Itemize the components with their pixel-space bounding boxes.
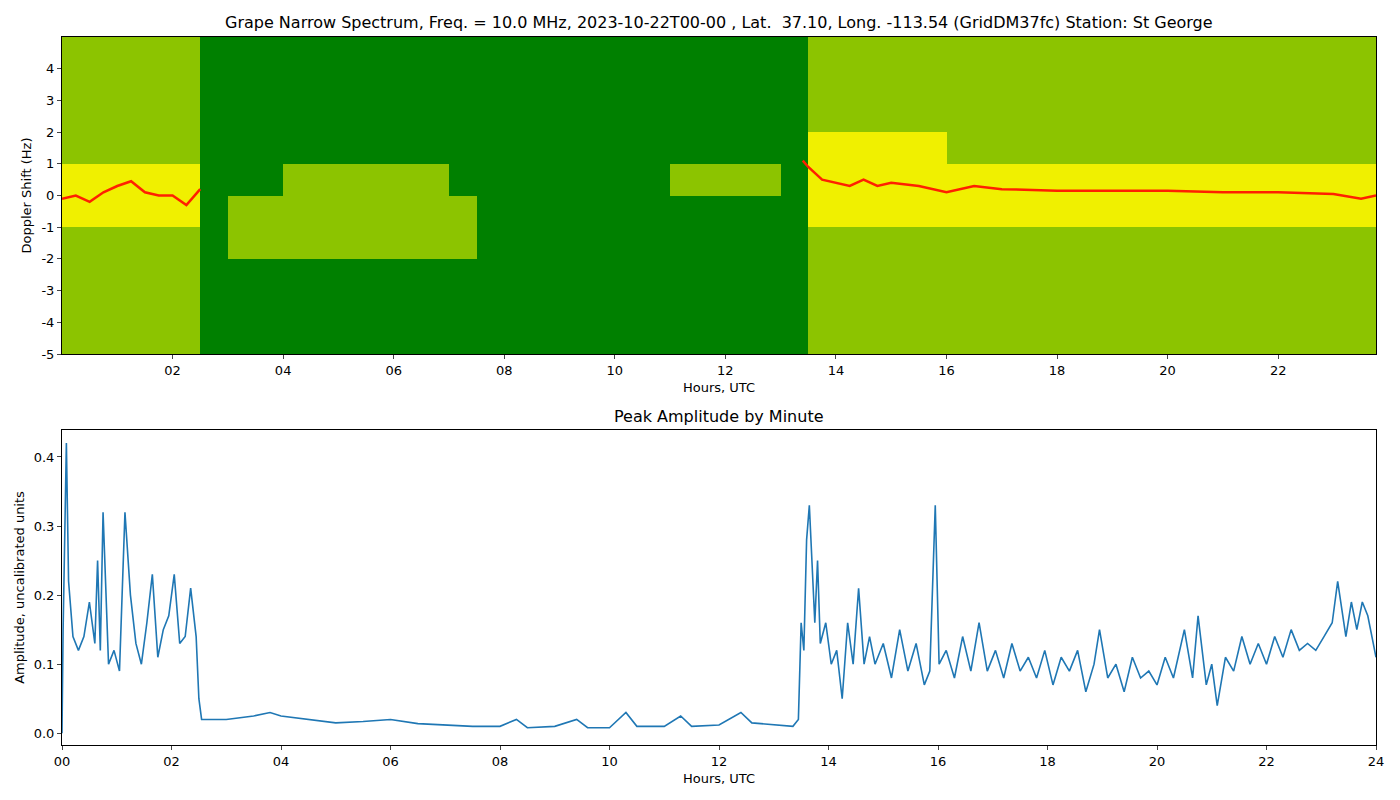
svg-text:3: 3 (46, 93, 54, 108)
svg-text:0: 0 (46, 188, 54, 203)
svg-text:08: 08 (492, 754, 509, 769)
svg-text:06: 06 (385, 363, 402, 378)
svg-text:Peak Amplitude by Minute: Peak Amplitude by Minute (614, 407, 824, 426)
svg-text:04: 04 (273, 754, 290, 769)
svg-text:-3: -3 (41, 283, 54, 298)
svg-text:12: 12 (711, 754, 728, 769)
svg-text:22: 22 (1258, 754, 1275, 769)
svg-text:Grape Narrow Spectrum, Freq. =: Grape Narrow Spectrum, Freq. = 10.0 MHz,… (225, 13, 1213, 32)
svg-text:20: 20 (1149, 754, 1166, 769)
svg-text:06: 06 (382, 754, 399, 769)
svg-text:-2: -2 (41, 251, 54, 266)
svg-text:18: 18 (1039, 754, 1056, 769)
svg-text:14: 14 (828, 363, 845, 378)
svg-text:-1: -1 (41, 220, 54, 235)
svg-text:02: 02 (163, 754, 180, 769)
svg-text:-5: -5 (41, 347, 54, 362)
svg-text:0.4: 0.4 (34, 449, 55, 464)
svg-text:12: 12 (717, 363, 734, 378)
svg-text:10: 10 (607, 363, 624, 378)
svg-text:10: 10 (601, 754, 618, 769)
svg-text:2: 2 (46, 125, 54, 140)
svg-text:16: 16 (930, 754, 947, 769)
svg-text:-4: -4 (41, 315, 54, 330)
svg-text:08: 08 (496, 363, 513, 378)
svg-text:1: 1 (46, 156, 54, 171)
svg-text:Hours, UTC: Hours, UTC (683, 380, 755, 395)
svg-text:0.3: 0.3 (34, 519, 55, 534)
svg-text:0.0: 0.0 (34, 726, 55, 741)
svg-text:24: 24 (1368, 754, 1385, 769)
svg-text:16: 16 (938, 363, 955, 378)
svg-text:Amplitude, uncalibrated units: Amplitude, uncalibrated units (12, 491, 27, 684)
svg-text:18: 18 (1049, 363, 1066, 378)
svg-text:22: 22 (1270, 363, 1287, 378)
svg-text:0.2: 0.2 (34, 588, 55, 603)
svg-text:4: 4 (46, 61, 54, 76)
svg-text:0.1: 0.1 (34, 657, 55, 672)
svg-text:Hours, UTC: Hours, UTC (683, 771, 755, 786)
svg-text:20: 20 (1159, 363, 1176, 378)
svg-text:02: 02 (164, 363, 181, 378)
svg-text:04: 04 (275, 363, 292, 378)
svg-text:00: 00 (54, 754, 71, 769)
svg-text:Doppler Shift (Hz): Doppler Shift (Hz) (19, 138, 34, 254)
svg-text:14: 14 (820, 754, 837, 769)
